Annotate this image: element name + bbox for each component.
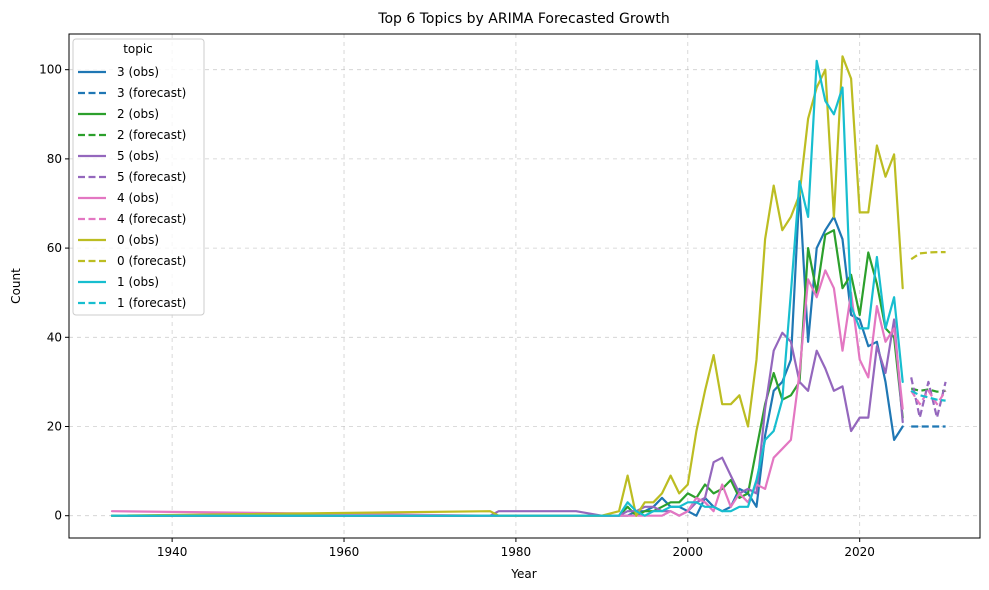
chart-title: Top 6 Topics by ARIMA Forecasted Growth — [377, 11, 669, 27]
y-tick-label: 40 — [47, 330, 62, 344]
legend-label: 2 (obs) — [117, 107, 159, 121]
legend-label: 4 (obs) — [117, 191, 159, 205]
y-axis-label: Count — [9, 268, 23, 304]
y-tick-label: 20 — [47, 419, 62, 433]
legend-frame — [72, 38, 205, 316]
y-axis-ticks: 0 20 40 60 80 100 — [39, 63, 69, 523]
x-tick-label: 2000 — [673, 545, 704, 559]
legend-label: 4 (forecast) — [117, 212, 186, 226]
series-line-topic-5-forecast — [910, 377, 947, 419]
legend-label: 1 (forecast) — [117, 296, 186, 310]
series-line-topic-2-forecast — [910, 387, 946, 393]
x-axis-ticks: 1940 1960 1980 2000 2020 — [157, 538, 875, 559]
x-tick-label: 2020 — [844, 545, 875, 559]
legend-label: 5 (obs) — [117, 149, 159, 163]
x-axis-label: Year — [510, 567, 536, 581]
x-tick-label: 1960 — [329, 545, 360, 559]
series-line-topic-1-forecast — [910, 389, 946, 402]
x-tick-label: 1940 — [157, 545, 188, 559]
legend-label: 0 (obs) — [117, 233, 159, 247]
legend-title: topic — [123, 42, 153, 56]
legend-label: 2 (forecast) — [117, 128, 186, 142]
legend-items: 3 (obs) 3 (forecast) 2 (obs) 2 (forecast) 5 … — [78, 65, 186, 310]
x-tick-label: 1980 — [501, 545, 532, 559]
series-line-topic-0-obs — [110, 55, 904, 517]
series-line-topic-0-forecast — [910, 251, 946, 261]
legend: topic 3 (obs) 3 (forecast) 2 (obs) 2 (forec… — [72, 38, 205, 316]
y-tick-label: 60 — [47, 241, 62, 255]
legend-label: 5 (forecast) — [117, 170, 186, 184]
y-tick-label: 80 — [47, 152, 62, 166]
y-tick-label: 100 — [39, 63, 62, 77]
series-group — [110, 55, 947, 517]
legend-label: 3 (forecast) — [117, 86, 186, 100]
plot-frame — [68, 33, 981, 539]
legend-label: 1 (obs) — [117, 275, 159, 289]
series-line-topic-4-forecast — [910, 389, 947, 406]
series-line-topic-2-obs — [110, 229, 904, 517]
legend-label: 3 (obs) — [117, 65, 159, 79]
legend-label: 0 (forecast) — [117, 254, 186, 268]
series-line-topic-1-obs — [110, 59, 904, 517]
y-tick-label: 0 — [54, 509, 62, 523]
series-line-topic-4-obs — [110, 269, 904, 517]
